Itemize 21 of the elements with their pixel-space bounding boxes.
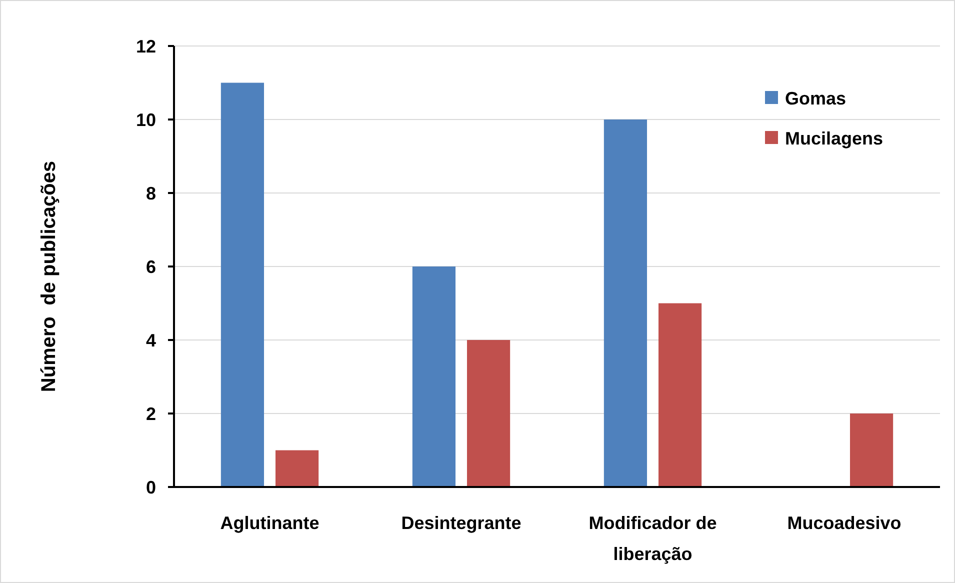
x-tick-label: Mucoadesivo	[787, 513, 902, 533]
y-tick-label: 10	[136, 110, 156, 130]
bar	[220, 82, 264, 487]
legend-label: Mucilagens	[785, 128, 884, 148]
y-axis-title: Número de publicações	[38, 160, 60, 392]
y-tick-label: 12	[136, 36, 156, 56]
y-tick-label: 0	[146, 477, 156, 498]
y-tick-label: 6	[146, 256, 156, 277]
y-tick-label: 8	[146, 183, 156, 204]
x-tick-label: Modificador de liberação	[588, 513, 717, 564]
bar	[604, 120, 648, 487]
bar	[850, 414, 894, 487]
bar	[412, 266, 456, 487]
bar	[466, 340, 510, 487]
x-tick-label: Desintegrante	[401, 513, 522, 533]
x-tick-label: Aglutinante	[220, 513, 320, 533]
y-tick-label: 4	[146, 330, 156, 350]
bar	[275, 450, 319, 487]
legend-label: Gomas	[785, 88, 846, 108]
y-tick-label: 2	[146, 404, 156, 424]
bar	[658, 303, 702, 487]
